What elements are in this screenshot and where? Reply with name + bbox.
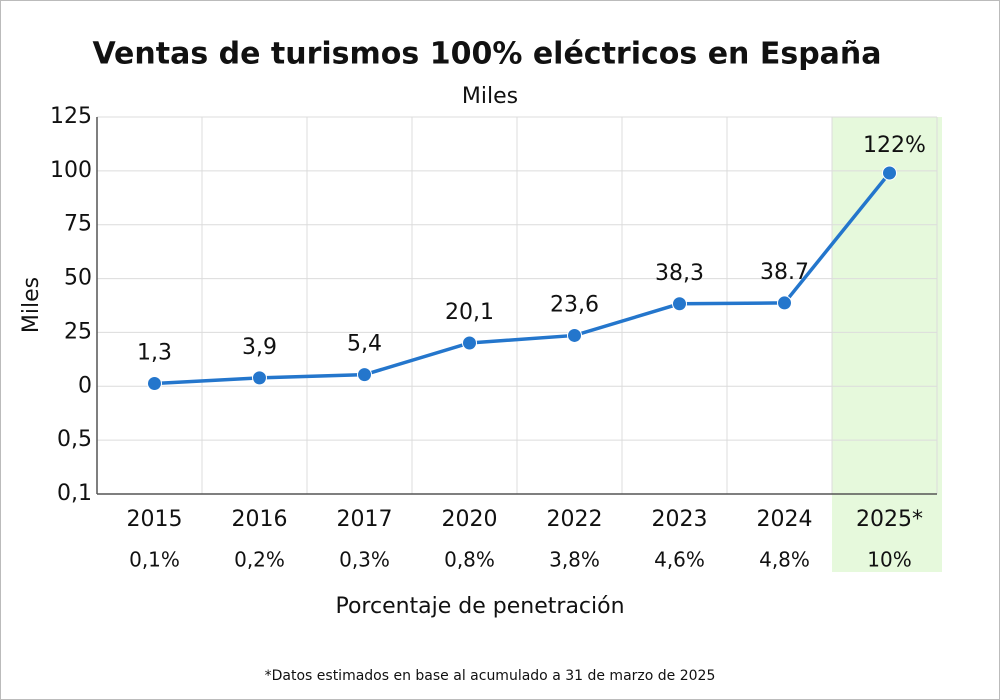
- x-tick-label: 2020: [442, 507, 498, 532]
- data-point: [672, 296, 687, 312]
- x-tick-label: 2023: [652, 507, 708, 532]
- x-tick-label: 2025*: [856, 507, 923, 532]
- chart-title: Ventas de turismos 100% eléctricos en Es…: [92, 37, 881, 72]
- data-label: 20,1: [445, 300, 494, 325]
- y-tick-label: 125: [50, 104, 92, 129]
- penetration-label: 10%: [867, 548, 911, 572]
- data-label: 1,3: [137, 340, 172, 365]
- data-point: [147, 375, 162, 391]
- penetration-label: 3,8%: [549, 548, 600, 572]
- x-tick-label: 2022: [547, 507, 603, 532]
- x-tick-label: 2015: [127, 507, 183, 532]
- y-tick-label: 75: [64, 212, 92, 237]
- x-tick-label: 2017: [337, 507, 393, 532]
- data-label: 5,4: [347, 332, 382, 357]
- data-label: 38,3: [655, 261, 704, 286]
- annotation: 122%: [863, 133, 926, 158]
- data-point: [252, 370, 267, 386]
- data-point: [777, 295, 792, 311]
- y-tick-label: 0: [78, 373, 92, 398]
- data-label: 23,6: [550, 292, 599, 317]
- footnote: *Datos estimados en base al acumulado a …: [265, 668, 716, 684]
- penetration-label: 0,8%: [444, 548, 495, 572]
- x-axis-label: Porcentaje de penetración: [335, 594, 624, 619]
- penetration-label: 4,6%: [654, 548, 705, 572]
- data-point: [567, 327, 582, 343]
- data-label: 38.7: [760, 260, 809, 285]
- data-point: [357, 367, 372, 383]
- y-tick-label: 100: [50, 158, 92, 183]
- x-tick-label: 2016: [232, 507, 288, 532]
- y-tick-label: 25: [64, 319, 92, 344]
- data-point: [462, 335, 477, 351]
- series-line: [154, 171, 891, 386]
- y-tick-label: 0,5: [57, 427, 92, 452]
- penetration-label: 4,8%: [759, 548, 810, 572]
- y-tick-label: 50: [64, 266, 92, 291]
- y-axis-label: Miles: [19, 277, 44, 333]
- penetration-label: 0,2%: [234, 548, 285, 572]
- data-point: [882, 165, 897, 181]
- highlight-band: [832, 117, 942, 572]
- penetration-label: 0,3%: [339, 548, 390, 572]
- chart-subtitle: Miles: [462, 84, 518, 109]
- x-tick-label: 2024: [757, 507, 813, 532]
- data-label: 3,9: [242, 335, 277, 360]
- penetration-label: 0,1%: [129, 548, 180, 572]
- y-tick-label: 0,1: [57, 481, 92, 506]
